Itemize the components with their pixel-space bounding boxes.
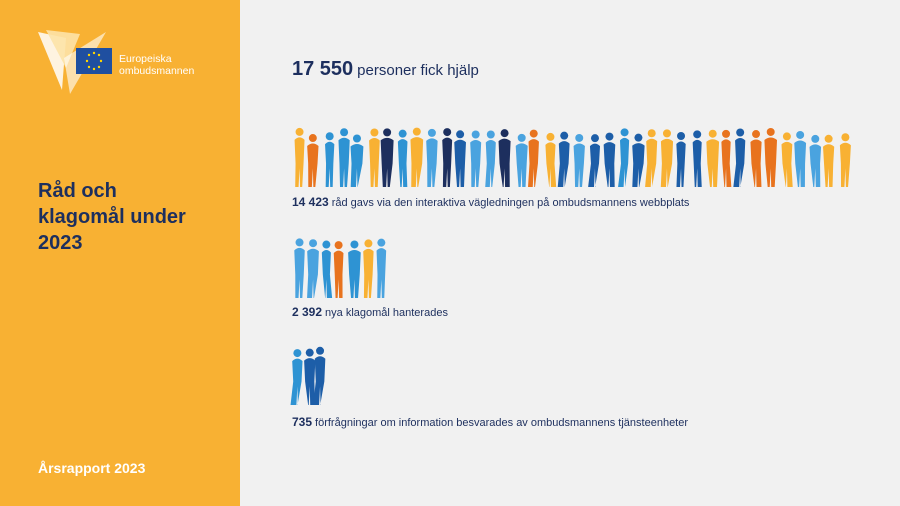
person	[363, 239, 374, 298]
person	[338, 128, 350, 187]
logo-mark	[38, 30, 112, 94]
person	[809, 134, 822, 187]
person	[545, 132, 557, 187]
person	[764, 127, 778, 187]
person	[498, 129, 511, 187]
footer: Årsrapport 2023	[38, 460, 146, 476]
headline-text: personer fick hjälp	[357, 62, 479, 79]
person	[645, 129, 658, 187]
item-number: 2 392	[292, 305, 323, 319]
person	[618, 128, 630, 187]
person	[321, 240, 333, 298]
person	[660, 129, 674, 187]
person	[603, 132, 616, 187]
person	[294, 238, 305, 298]
item-text: råd gavs via den interaktiva vägledninge…	[331, 197, 690, 209]
headline-number: 17 550	[292, 58, 354, 80]
person	[304, 348, 316, 405]
person	[573, 133, 585, 187]
person	[750, 130, 762, 187]
person	[839, 133, 851, 187]
item: 14 423 råd gavs via den interaktiva vägle…	[292, 193, 689, 211]
item-text: nya klagomål hanterades	[325, 307, 448, 319]
crowd	[294, 238, 387, 298]
person	[290, 349, 303, 405]
title: Råd och klagomål under 2023	[38, 178, 186, 256]
person	[692, 130, 702, 187]
person	[325, 132, 335, 187]
crowd	[290, 346, 326, 405]
person	[721, 129, 732, 187]
person	[350, 134, 364, 187]
person	[454, 130, 466, 187]
person	[823, 134, 835, 187]
person	[307, 239, 319, 298]
headline: 17 550 personer fick hjälp	[292, 58, 479, 81]
person	[410, 127, 424, 187]
person	[485, 130, 496, 187]
person	[676, 131, 686, 187]
title-line: Råd och	[38, 180, 117, 202]
person	[307, 134, 319, 187]
person	[333, 241, 344, 298]
item-number: 14 423	[292, 195, 329, 209]
logo-text: Europeiska	[119, 53, 172, 65]
item-text: förfrågningar om information besvarades …	[315, 417, 689, 429]
person	[733, 128, 746, 187]
title-line: klagomål under	[38, 206, 186, 228]
person	[313, 346, 326, 405]
person	[380, 128, 394, 187]
person	[528, 129, 539, 187]
person	[369, 128, 380, 187]
item-number: 735	[292, 415, 313, 429]
person	[794, 130, 807, 187]
title-line: 2023	[38, 232, 83, 254]
person	[442, 128, 453, 187]
person	[470, 130, 482, 187]
person	[632, 133, 645, 187]
crowd	[294, 127, 851, 187]
person	[781, 132, 793, 187]
person	[515, 133, 528, 187]
person	[588, 134, 601, 187]
person	[294, 127, 305, 187]
person	[557, 131, 570, 187]
person	[397, 129, 408, 187]
person	[706, 129, 720, 187]
item: 735 förfrågningar om information besvarad…	[292, 413, 688, 431]
person	[426, 128, 438, 187]
logo-text: ombudsmannen	[119, 65, 195, 77]
person	[348, 240, 361, 298]
sidebar: Europeiska ombudsmannen Råd och klagomål…	[0, 0, 240, 506]
person	[376, 238, 387, 298]
item: 2 392 nya klagomål hanterades	[292, 303, 448, 321]
